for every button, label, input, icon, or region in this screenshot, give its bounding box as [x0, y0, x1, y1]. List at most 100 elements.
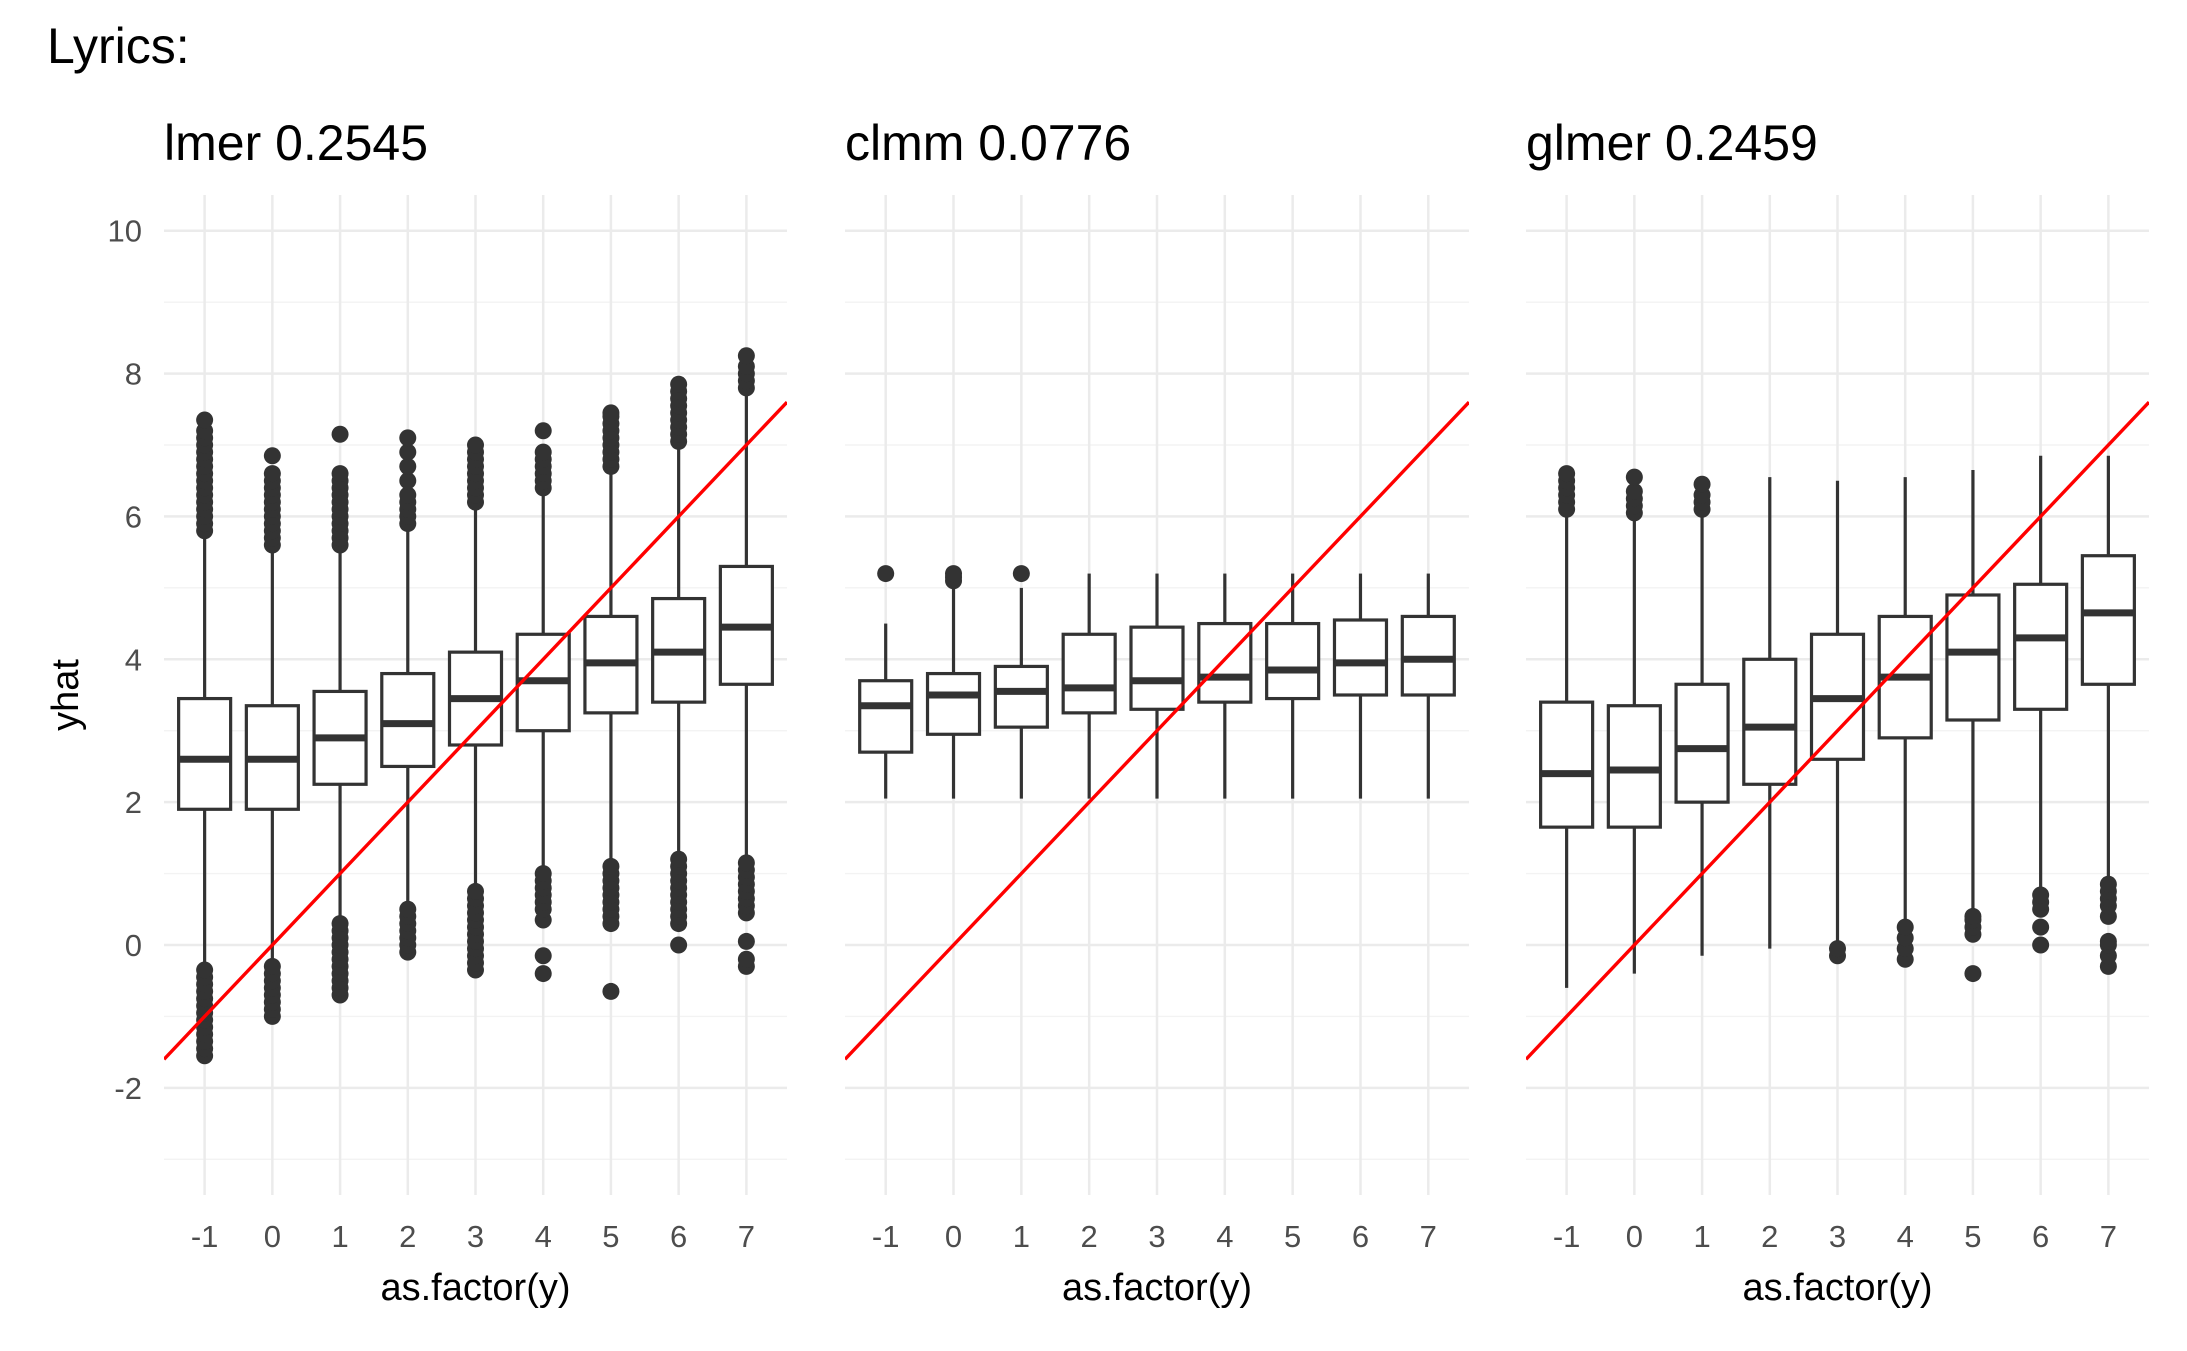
- x-tick-label: 3: [1148, 1219, 1165, 1254]
- outlier-point: [399, 457, 417, 475]
- x-tick-label: 1: [1693, 1219, 1710, 1254]
- box-4: [1197, 573, 1253, 799]
- y-tick-label: 2: [125, 785, 142, 820]
- box-3: [1129, 573, 1185, 799]
- box-4: [515, 422, 571, 983]
- outlier-point: [737, 932, 755, 950]
- outlier-point: [467, 436, 484, 454]
- box-2: [1742, 477, 1798, 949]
- outlier-point: [331, 425, 349, 443]
- x-tick-label: 7: [2100, 1219, 2117, 1254]
- panel-3: glmer 0.2459 -1 0 1 2 3 4 5 6 7 as.factor(y): [1526, 115, 2149, 1309]
- y-tick-label: 4: [125, 642, 142, 677]
- box-7: [1400, 573, 1456, 799]
- boxes: [1539, 455, 2136, 988]
- reference-line: [164, 400, 787, 1061]
- box-iqr: [1674, 682, 1730, 804]
- outlier-point: [534, 947, 552, 965]
- y-tick-label: 6: [125, 499, 142, 534]
- boxes: [858, 565, 1456, 799]
- box-4: [1877, 477, 1933, 968]
- x-tick-label: 5: [602, 1219, 619, 1254]
- outlier-point: [263, 465, 281, 483]
- x-tick-label: 0: [264, 1219, 281, 1254]
- x-tick-label: 2: [1081, 1219, 1098, 1254]
- box--1: [858, 565, 914, 799]
- panel-title: lmer 0.2545: [164, 115, 428, 171]
- outlier-point: [2099, 932, 2117, 950]
- outlier-point: [1693, 475, 1711, 493]
- outlier-point: [602, 857, 620, 875]
- y-axis-title: yhat: [45, 659, 87, 731]
- outlier-point: [1829, 940, 1846, 958]
- box-iqr: [1129, 625, 1185, 711]
- box-iqr: [993, 664, 1049, 729]
- outlier-point: [534, 965, 552, 983]
- x-axis-title: as.factor(y): [1062, 1267, 1252, 1309]
- outlier-point: [399, 472, 417, 490]
- y-tick-label: 0: [125, 928, 142, 963]
- outlier-point: [737, 950, 755, 968]
- box-iqr: [2013, 582, 2069, 711]
- outlier-point: [331, 915, 349, 933]
- x-tick-label: 2: [1761, 1219, 1778, 1254]
- outlier-point: [1625, 468, 1643, 486]
- box-6: [651, 375, 707, 954]
- x-tick-label: 7: [1420, 1219, 1437, 1254]
- outlier-point: [1558, 465, 1576, 483]
- box-iqr: [1400, 614, 1456, 697]
- y-tick-label: 10: [108, 214, 142, 249]
- box-7: [2080, 455, 2136, 975]
- outlier-point: [534, 865, 552, 883]
- x-tick-label: 4: [1216, 1219, 1233, 1254]
- outlier-point: [534, 443, 552, 461]
- outlier-point: [399, 443, 417, 461]
- box-1: [312, 425, 368, 1004]
- box-0: [244, 447, 300, 1025]
- x-tick-label: 6: [1352, 1219, 1369, 1254]
- outlier-point: [1012, 565, 1030, 583]
- box-iqr: [1539, 700, 1595, 829]
- x-tick-label: 3: [1829, 1219, 1846, 1254]
- x-tick-label: 1: [331, 1219, 348, 1254]
- outlier-point: [399, 900, 417, 918]
- x-tick-label: 4: [535, 1219, 552, 1254]
- outlier-point: [602, 404, 620, 422]
- box-1: [993, 565, 1049, 799]
- box-iqr: [1197, 621, 1253, 704]
- outlier-point: [196, 411, 214, 429]
- x-tick-label: 3: [467, 1219, 484, 1254]
- box-7: [718, 347, 774, 975]
- box--1: [1539, 465, 1595, 988]
- box-iqr: [1332, 618, 1389, 697]
- box-iqr: [1945, 593, 2001, 722]
- y-tick-label: -2: [114, 1071, 142, 1106]
- outlier-point: [1896, 918, 1914, 936]
- outlier-point: [1625, 482, 1643, 500]
- box-iqr: [925, 671, 982, 736]
- outlier-point: [263, 957, 281, 975]
- figure-title: Lyrics:: [47, 18, 190, 74]
- panel-title: clmm 0.0776: [845, 115, 1131, 171]
- x-tick-label: 6: [670, 1219, 687, 1254]
- x-tick-label: 4: [1897, 1219, 1914, 1254]
- outlier-point: [196, 961, 214, 979]
- x-tick-label: -1: [872, 1219, 900, 1254]
- outlier-point: [2032, 886, 2050, 904]
- x-tick-label: -1: [1553, 1219, 1581, 1254]
- outlier-point: [877, 565, 895, 583]
- box-iqr: [1742, 657, 1798, 786]
- box-0: [925, 565, 982, 799]
- x-tick-label: 5: [1284, 1219, 1301, 1254]
- box-iqr: [1606, 704, 1662, 829]
- outlier-point: [534, 422, 552, 440]
- outlier-point: [263, 447, 281, 465]
- box-1: [1674, 475, 1730, 956]
- x-tick-label: -1: [191, 1219, 219, 1254]
- box-iqr: [380, 671, 436, 769]
- outlier-point: [737, 347, 755, 365]
- box-5: [583, 404, 639, 1000]
- x-tick-label: 1: [1013, 1219, 1030, 1254]
- panel-title: glmer 0.2459: [1526, 115, 1818, 171]
